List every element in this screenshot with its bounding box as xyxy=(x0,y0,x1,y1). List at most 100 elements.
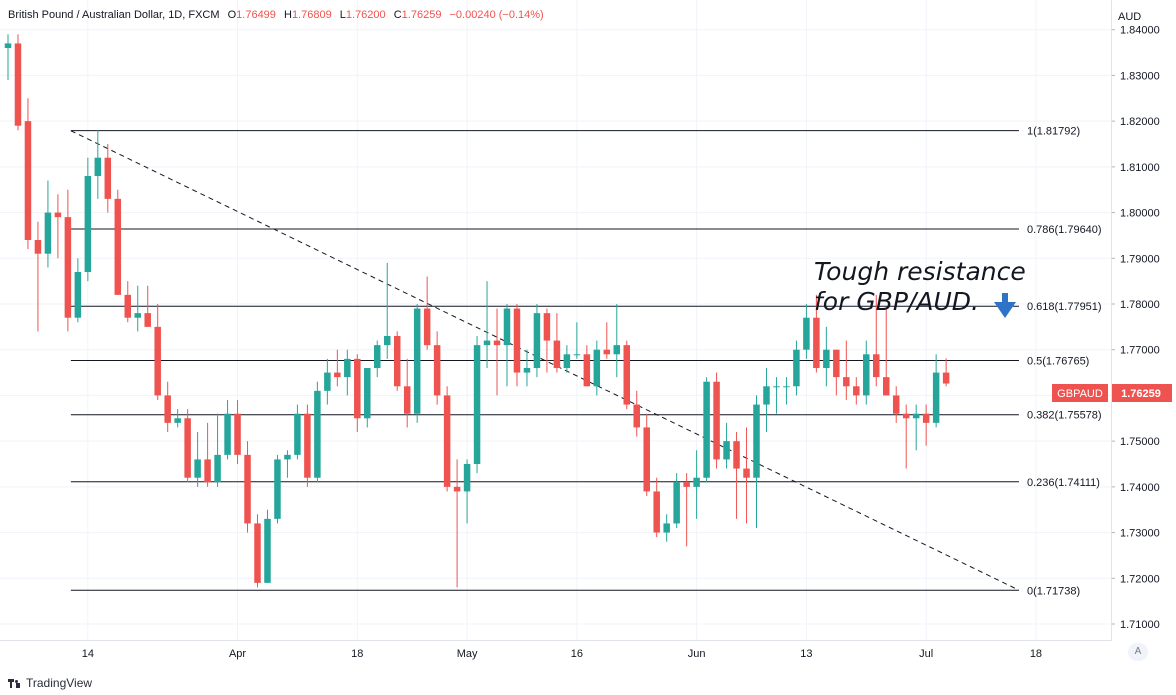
candle-body xyxy=(623,345,631,405)
candle-body xyxy=(633,404,640,428)
candle-body xyxy=(314,390,321,478)
candle-body xyxy=(234,413,241,455)
candle-body xyxy=(483,340,491,346)
time-tick-label: 14 xyxy=(82,648,94,660)
candle-body xyxy=(124,294,132,318)
candle-body xyxy=(294,413,301,455)
candle-body xyxy=(443,395,451,487)
candle-body xyxy=(513,308,521,373)
candle-body xyxy=(84,176,92,272)
candle-body xyxy=(44,212,52,254)
candle-body xyxy=(104,157,112,199)
candle-body xyxy=(743,468,750,478)
candle-body xyxy=(693,477,700,487)
candle-body xyxy=(932,372,940,423)
price-tag: GBPAUD 1.76259 xyxy=(1052,384,1172,402)
candle-body xyxy=(224,413,231,455)
candle-body xyxy=(573,354,581,356)
price-tick-label: 1.84000 xyxy=(1120,25,1160,37)
candle-body xyxy=(204,459,211,483)
open-label: O xyxy=(227,9,237,21)
candle-body xyxy=(543,313,551,341)
candle-body xyxy=(304,413,311,478)
time-tick-label: 13 xyxy=(800,648,812,660)
candle-body xyxy=(733,441,740,469)
candle-body xyxy=(703,381,710,478)
price-tick-label: 1.71000 xyxy=(1120,619,1160,631)
candle-body xyxy=(164,395,171,423)
candle-body xyxy=(553,340,561,368)
candle-body xyxy=(154,326,161,396)
time-tick-label: Apr xyxy=(229,648,246,660)
fib-level-label: 0.236(1.74111) xyxy=(1027,477,1100,489)
candle-body xyxy=(833,349,840,378)
candle-body xyxy=(344,358,351,378)
auto-scale-button[interactable]: A xyxy=(1128,643,1148,661)
price-tick-label: 1.82000 xyxy=(1120,116,1160,128)
candle-body xyxy=(64,217,72,318)
fibonacci-levels: 1(1.81792) 0.786(1.79640) 0.618(1.77951) 0.… xyxy=(70,126,1102,597)
tradingview-logo-icon xyxy=(8,678,21,688)
change-value: −0.00240 (−0.14%) xyxy=(449,9,544,21)
candle-body xyxy=(403,386,411,414)
annotation: Tough resistance for GBP/AUD. xyxy=(814,257,1026,316)
candle-body xyxy=(713,381,720,460)
fib-level-label: 0(1.71738) xyxy=(1027,585,1080,597)
candle-body xyxy=(423,308,431,346)
watermark-text: TradingView xyxy=(26,676,93,690)
candle-body xyxy=(374,345,381,368)
price-axis-border xyxy=(1111,0,1112,640)
candle-body xyxy=(653,491,660,533)
high-value: 1.76809 xyxy=(291,9,332,21)
fib-level-label: 0.618(1.77951) xyxy=(1027,301,1102,313)
candle-body xyxy=(413,308,421,414)
low-value: 1.76200 xyxy=(345,9,386,21)
candle-body xyxy=(14,43,22,126)
fib-level-label: 0.382(1.75578) xyxy=(1027,410,1102,422)
candle-body xyxy=(863,354,870,396)
candle-body xyxy=(493,340,501,346)
candle-body xyxy=(244,454,251,524)
candle-body xyxy=(803,317,810,350)
tradingview-watermark: TradingView xyxy=(8,676,92,690)
time-tick-label: 16 xyxy=(571,648,583,660)
candle-body xyxy=(194,459,201,478)
candle-body xyxy=(383,336,391,346)
time-tick-label: Jun xyxy=(688,648,706,660)
candle-body xyxy=(184,418,191,478)
annotation-line2: for GBP/AUD. xyxy=(814,287,979,316)
candle-body xyxy=(892,395,900,414)
price-tick-label: 1.74000 xyxy=(1120,482,1160,494)
price-tick-label: 1.81000 xyxy=(1120,162,1160,174)
grid-lines xyxy=(0,0,1111,640)
annotation-line1: Tough resistance xyxy=(814,257,1026,286)
price-tick-label: 1.75000 xyxy=(1120,436,1160,448)
candle-body xyxy=(24,121,32,240)
candle-body xyxy=(364,368,371,419)
candle-body xyxy=(463,464,471,492)
candle-body xyxy=(4,43,12,48)
candle-body xyxy=(613,345,621,355)
price-tick-label: 1.80000 xyxy=(1120,208,1160,220)
candle-body xyxy=(823,349,830,368)
candle-body xyxy=(533,313,541,368)
candle-body xyxy=(473,345,481,464)
fib-level-label: 0.5(1.76765) xyxy=(1027,355,1089,367)
trend-line xyxy=(70,130,1020,591)
candle-body xyxy=(843,377,850,387)
candle-body xyxy=(912,413,920,419)
symbol-title: British Pound / Australian Dollar, 1D, F… xyxy=(8,9,220,21)
candle-body xyxy=(34,240,42,254)
candle-body xyxy=(174,418,181,423)
candle-body xyxy=(783,386,790,388)
candle-body xyxy=(54,212,62,218)
price-tick-label: 1.78000 xyxy=(1120,299,1160,311)
candle-body xyxy=(254,523,261,583)
candle-body xyxy=(942,372,950,384)
candle-body xyxy=(144,313,151,327)
candle-body xyxy=(264,518,271,583)
candle-body xyxy=(274,459,281,519)
candle-body xyxy=(603,349,611,355)
candle-body xyxy=(503,308,511,346)
